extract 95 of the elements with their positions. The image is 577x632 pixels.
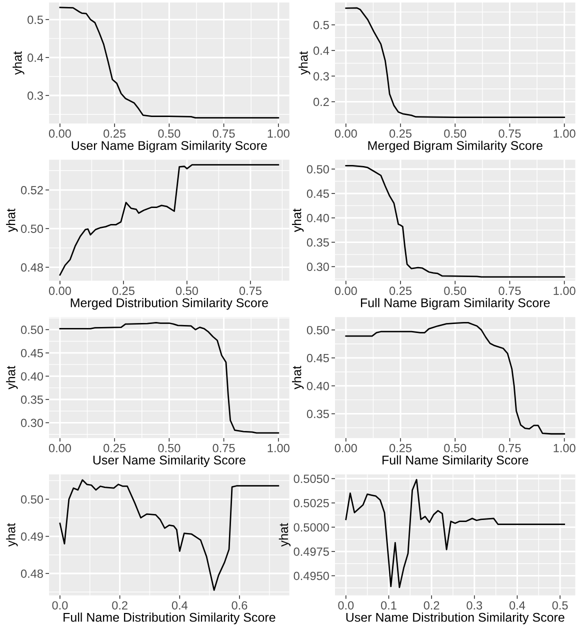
y-tick-label: 0.35: [20, 395, 43, 404]
x-tick-label: 0.25: [104, 129, 126, 138]
x-tick-label: 0.0: [338, 601, 354, 610]
y-tick-label: 0.45: [20, 348, 43, 358]
y-tick-label: 0.5: [313, 20, 329, 30]
y-tick-label: 0.3: [28, 91, 43, 100]
y-tick-label: 0.2: [313, 98, 329, 106]
x-tick-label: 0.75: [212, 444, 235, 452]
y-tick-label: 0.52: [20, 186, 43, 194]
x-tick-label: 0.00: [48, 286, 71, 296]
y-tick-label: 0.49: [20, 532, 43, 541]
x-axis-title: Full Name Distribution Similarity Score: [64, 612, 276, 624]
y-tick-label: 0.5: [28, 16, 43, 24]
x-tick-label: 0.75: [212, 129, 235, 138]
x-tick-label: 0.5: [552, 601, 568, 610]
line-series: [59, 6, 280, 119]
y-axis-title: yhat: [12, 51, 24, 75]
y-tick-label: 0.35: [306, 238, 329, 247]
x-tick-label: 0.50: [176, 286, 198, 296]
y-axis-title: yhat: [6, 523, 18, 547]
x-tick-label: 0.75: [498, 129, 521, 138]
x-tick-label: 0.50: [444, 129, 466, 138]
y-tick-label: 0.50: [306, 326, 329, 334]
line-series: [345, 322, 566, 435]
x-tick-label: 0.25: [389, 444, 412, 452]
y-tick-label: 0.4950: [294, 572, 329, 580]
line-series: [345, 7, 566, 118]
x-tick-label: 0.6: [232, 601, 248, 610]
x-tick-label: 0.2: [112, 601, 128, 610]
x-tick-label: 0.00: [48, 444, 71, 452]
x-tick-label: 0.1: [380, 601, 396, 610]
x-tick-label: 0.25: [389, 129, 412, 138]
y-tick-label: 0.48: [20, 569, 43, 578]
x-tick-label: 0.00: [334, 444, 357, 452]
line-series: [59, 164, 280, 276]
x-axis-title: User Name Bigram Similarity Score: [72, 140, 267, 152]
x-tick-label: 0.50: [158, 444, 180, 452]
y-axis-title: yhat: [6, 208, 18, 232]
x-tick-label: 1.00: [268, 444, 290, 452]
x-tick-label: 1.00: [554, 129, 576, 138]
y-tick-label: 0.40: [306, 214, 329, 222]
y-tick-label: 0.4: [313, 46, 330, 55]
x-axis-title: User Name Distribution Similarity Score: [346, 612, 564, 624]
x-axis-title: Merged Distribution Similarity Score: [70, 298, 268, 310]
y-axis-title: yhat: [292, 366, 304, 390]
y-tick-label: 0.45: [306, 354, 329, 362]
x-tick-label: 0.50: [444, 444, 466, 452]
x-tick-label: 0.25: [112, 286, 134, 296]
y-tick-label: 0.40: [306, 382, 329, 390]
x-tick-label: 0.75: [498, 444, 521, 452]
y-tick-label: 0.50: [306, 165, 329, 174]
y-tick-label: 0.5000: [294, 523, 329, 532]
y-axis-title: yhat: [278, 523, 291, 547]
y-tick-label: 0.45: [306, 190, 329, 198]
y-tick-label: 0.50: [20, 224, 44, 233]
x-tick-label: 1.00: [554, 444, 576, 452]
line-series: [345, 478, 566, 588]
x-tick-label: 0.25: [389, 286, 412, 296]
y-axis-title: yhat: [6, 366, 18, 390]
y-tick-label: 0.50: [20, 495, 44, 504]
y-axis-title: yhat: [292, 208, 304, 232]
x-tick-label: 0.00: [48, 129, 71, 138]
x-tick-label: 0.75: [239, 286, 262, 296]
y-tick-label: 0.30: [306, 262, 329, 272]
x-tick-label: 1.00: [554, 286, 576, 296]
x-tick-label: 0.00: [334, 129, 357, 138]
x-tick-label: 0.25: [104, 444, 126, 452]
x-tick-label: 0.50: [444, 286, 466, 296]
y-tick-label: 0.30: [20, 418, 44, 428]
x-axis-title: Full Name Similarity Score: [382, 455, 528, 467]
y-tick-label: 0.48: [20, 263, 43, 272]
x-tick-label: 0.3: [466, 601, 482, 610]
x-tick-label: 0.2: [424, 601, 440, 610]
y-tick-label: 0.4: [28, 54, 44, 62]
line-series: [59, 479, 280, 591]
y-tick-label: 0.4975: [294, 547, 329, 556]
line-series: [59, 322, 280, 434]
y-tick-label: 0.35: [306, 410, 329, 418]
x-tick-label: 0.50: [158, 129, 180, 138]
line-series: [345, 164, 566, 278]
x-tick-label: 0.4: [172, 601, 188, 610]
x-tick-label: 1.00: [268, 129, 290, 138]
y-tick-label: 0.5025: [294, 498, 329, 508]
x-axis-title: Merged Bigram Similarity Score: [368, 140, 542, 152]
y-tick-label: 0.5050: [294, 474, 329, 484]
y-axis-title: yhat: [298, 51, 310, 75]
x-tick-label: 0.4: [509, 601, 526, 610]
x-axis-title: Full Name Bigram Similarity Score: [360, 298, 550, 310]
y-tick-label: 0.3: [313, 72, 329, 80]
x-tick-label: 0.00: [334, 286, 357, 296]
x-axis-title: User Name Similarity Score: [93, 455, 246, 467]
y-tick-label: 0.40: [20, 372, 44, 381]
y-tick-label: 0.50: [20, 326, 44, 334]
x-tick-label: 0.75: [498, 286, 521, 296]
x-tick-label: 0.0: [52, 601, 68, 610]
